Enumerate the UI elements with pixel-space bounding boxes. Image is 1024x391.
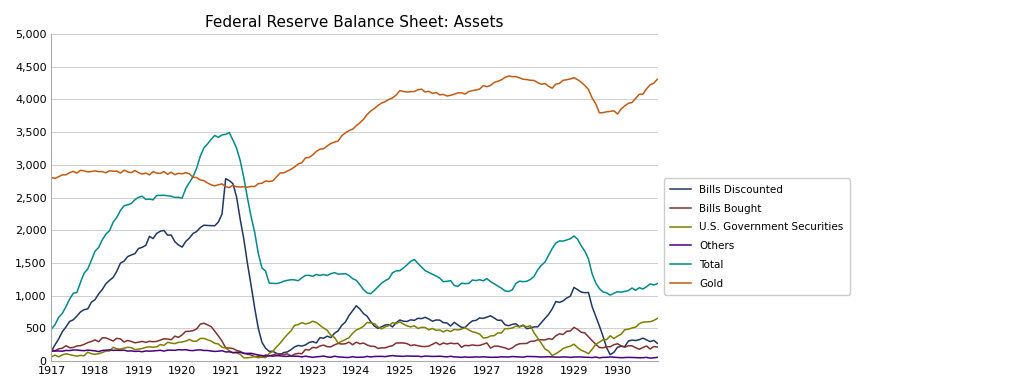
Others — [644, 356, 656, 361]
Line: Total: Total — [51, 133, 657, 329]
Bills Discounted — [219, 176, 231, 181]
Legend: Bills Discounted, Bills Bought, U.S. Government Securities, Others, Total, Gold: Bills Discounted, Bills Bought, U.S. Gov… — [664, 178, 850, 295]
Bills Bought — [259, 353, 271, 357]
Others — [404, 354, 417, 359]
Gold — [503, 74, 515, 78]
Bills Bought — [256, 355, 268, 360]
Total — [531, 267, 544, 272]
U.S. Government Securities — [651, 316, 664, 321]
Total — [219, 132, 231, 137]
Others — [223, 350, 236, 354]
Gold — [393, 88, 406, 93]
U.S. Government Securities — [155, 342, 167, 347]
U.S. Government Securities — [242, 355, 254, 360]
U.S. Government Securities — [256, 355, 268, 359]
Line: U.S. Government Securities: U.S. Government Securities — [51, 318, 657, 358]
Others — [531, 355, 544, 359]
Line: Others: Others — [51, 350, 657, 358]
U.S. Government Securities — [45, 354, 57, 359]
Others — [256, 353, 268, 358]
U.S. Government Securities — [219, 346, 231, 350]
U.S. Government Securities — [531, 336, 544, 341]
Title: Federal Reserve Balance Sheet: Assets: Federal Reserve Balance Sheet: Assets — [205, 15, 504, 30]
Bills Discounted — [45, 348, 57, 353]
Others — [155, 348, 167, 353]
U.S. Government Securities — [393, 319, 406, 324]
Bills Bought — [45, 347, 57, 352]
Gold — [155, 171, 167, 176]
Gold — [536, 82, 548, 87]
Total — [155, 193, 167, 198]
Bills Bought — [536, 337, 548, 342]
Total — [223, 130, 236, 135]
Line: Bills Discounted: Bills Discounted — [51, 179, 657, 355]
Bills Bought — [198, 321, 210, 326]
Total — [45, 326, 57, 331]
Bills Discounted — [651, 341, 664, 346]
Bills Discounted — [274, 352, 287, 357]
Others — [45, 349, 57, 353]
Gold — [223, 185, 236, 190]
Gold — [45, 175, 57, 180]
Bills Discounted — [409, 318, 421, 323]
Bills Bought — [651, 345, 664, 350]
Bills Bought — [409, 343, 421, 347]
Bills Discounted — [536, 320, 548, 325]
Total — [393, 268, 406, 273]
Bills Discounted — [256, 340, 268, 344]
Gold — [651, 77, 664, 82]
Others — [393, 354, 406, 359]
Bills Bought — [397, 341, 410, 345]
U.S. Government Securities — [404, 325, 417, 329]
Others — [651, 355, 664, 360]
Line: Gold: Gold — [51, 76, 657, 188]
Total — [256, 265, 268, 270]
Bills Bought — [223, 346, 236, 350]
Bills Discounted — [397, 319, 410, 324]
Bills Discounted — [223, 178, 236, 183]
Bills Bought — [155, 338, 167, 343]
Others — [172, 347, 184, 352]
Gold — [404, 89, 417, 94]
Gold — [219, 185, 231, 189]
Line: Bills Bought: Bills Bought — [51, 323, 657, 357]
Bills Discounted — [155, 229, 167, 233]
Gold — [256, 181, 268, 186]
Total — [404, 259, 417, 264]
Total — [651, 282, 664, 286]
